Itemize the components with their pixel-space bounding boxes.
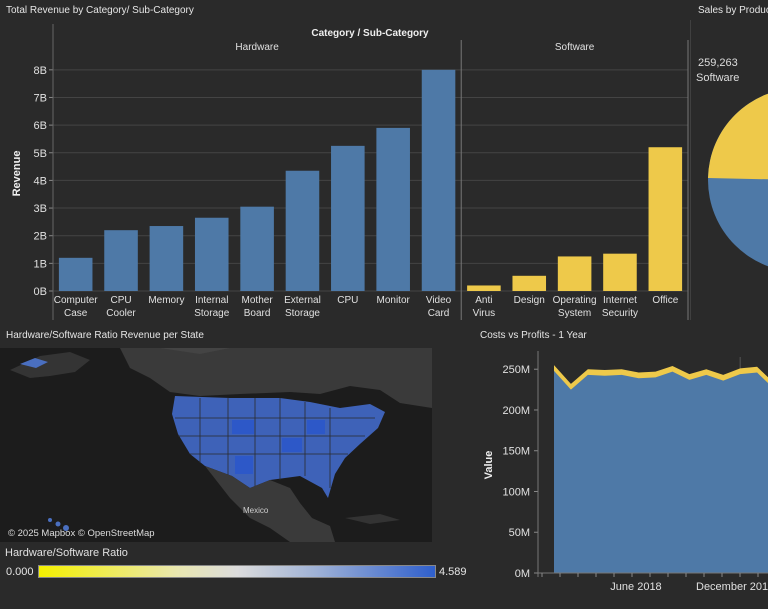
bar-category-label: Mother bbox=[242, 295, 274, 306]
bar-category-label: Internet bbox=[603, 295, 637, 306]
bar-y-tick-label: 5B bbox=[34, 148, 47, 160]
bar-group-header: Hardware bbox=[235, 42, 279, 53]
bar-category-label: CPU bbox=[110, 295, 131, 306]
bar-category-label: External bbox=[284, 295, 321, 306]
bar-chart-header: Category / Sub-Category bbox=[311, 28, 429, 39]
mexico-landmass bbox=[205, 466, 335, 542]
area-series-1[interactable] bbox=[554, 370, 768, 573]
state-borders bbox=[175, 398, 375, 488]
bar-software[interactable] bbox=[603, 253, 637, 291]
bar-category-label: Memory bbox=[148, 295, 184, 306]
bar-software[interactable] bbox=[557, 256, 592, 291]
hawaii-state[interactable] bbox=[48, 518, 69, 531]
area-x-tick-label: June 2018 bbox=[610, 581, 661, 593]
pie-chart-title: Sales by Product bbox=[698, 5, 768, 16]
map-legend-max: 4.589 bbox=[439, 566, 467, 578]
bar-category-label: Internal bbox=[195, 295, 228, 306]
map-svg: Mexico bbox=[0, 348, 432, 542]
bar-software[interactable] bbox=[512, 275, 547, 291]
bar-hardware[interactable] bbox=[149, 226, 184, 291]
bar-category-label: Design bbox=[514, 295, 545, 306]
sales-pie-chart[interactable]: 259,263 Software bbox=[690, 20, 768, 320]
bar-y-tick-label: 1B bbox=[34, 258, 47, 270]
pie-value-label: 259,263 bbox=[698, 57, 738, 69]
canada-landmass bbox=[120, 348, 432, 408]
map-legend-min: 0.000 bbox=[6, 566, 34, 578]
costs-profits-area-svg: 0M 50M 100M 150M 200M 250M Value June 2018 Decem… bbox=[483, 351, 768, 593]
bar-y-tick-label: 7B bbox=[34, 92, 47, 104]
bar-category-label: Card bbox=[428, 308, 450, 319]
bar-category-label: Case bbox=[64, 308, 88, 319]
alaska-landmass bbox=[10, 352, 90, 378]
bar-category-label: Security bbox=[602, 308, 638, 319]
bar-y-axis-label: Revenue bbox=[11, 151, 23, 197]
state-ratio-map[interactable]: Mexico bbox=[0, 348, 432, 542]
bar-hardware[interactable] bbox=[58, 257, 93, 291]
alaska-state[interactable] bbox=[20, 358, 48, 368]
bar-software[interactable] bbox=[648, 147, 683, 291]
area-chart-title: Costs vs Profits - 1 Year bbox=[480, 330, 587, 341]
bar-hardware[interactable] bbox=[194, 217, 229, 291]
bar-hardware[interactable] bbox=[421, 69, 456, 291]
bar-hardware[interactable] bbox=[331, 145, 365, 291]
area-y-tick-label: 100M bbox=[502, 486, 530, 498]
area-y-tick-label: 200M bbox=[502, 405, 530, 417]
bar-y-tick-label: 0B bbox=[34, 286, 47, 298]
map-legend-title: Hardware/Software Ratio bbox=[5, 547, 128, 559]
bar-category-label: System bbox=[558, 308, 591, 319]
bar-category-label: Storage bbox=[194, 308, 229, 319]
arctic-island bbox=[160, 348, 230, 354]
bar-hardware[interactable] bbox=[285, 170, 320, 291]
bar-category-label: Virus bbox=[473, 308, 496, 319]
bar-category-label: Cooler bbox=[106, 308, 136, 319]
pie-category-label: Software bbox=[696, 72, 740, 84]
area-y-tick-label: 0M bbox=[515, 568, 530, 580]
bar-chart-title: Total Revenue by Category/ Sub-Category bbox=[6, 5, 194, 16]
bar-y-tick-label: 8B bbox=[34, 65, 47, 77]
revenue-bar-chart-svg: Category / Sub-Category 0B 1B 2B 3B 4B 5B 6B 7B 8… bbox=[11, 24, 689, 320]
area-y-tick-label: 150M bbox=[502, 446, 530, 458]
bar-category-label: Anti bbox=[475, 295, 492, 306]
state-highlights bbox=[232, 420, 325, 474]
bar-category-label: Office bbox=[652, 295, 678, 306]
bar-y-tick-label: 4B bbox=[34, 175, 47, 187]
area-x-tick-label: December 2018 bbox=[696, 581, 768, 593]
bar-y-tick-label: 3B bbox=[34, 203, 47, 215]
bar-category-label: Operating bbox=[553, 295, 597, 306]
mexico-label: Mexico bbox=[243, 506, 269, 515]
bar-y-tick-label: 6B bbox=[34, 120, 47, 132]
bar-category-label: Computer bbox=[54, 295, 99, 306]
bar-category-label: Monitor bbox=[376, 295, 410, 306]
map-title: Hardware/Software Ratio Revenue per Stat… bbox=[6, 330, 204, 341]
caribbean-islands bbox=[345, 514, 400, 524]
bar-category-label: Storage bbox=[285, 308, 320, 319]
bar-group-header: Software bbox=[555, 42, 595, 53]
revenue-bar-chart[interactable]: Category / Sub-Category 0B 1B 2B 3B 4B 5B 6B 7B 8… bbox=[0, 20, 690, 320]
bar-category-label: Board bbox=[244, 308, 271, 319]
area-y-tick-label: 250M bbox=[502, 364, 530, 376]
bar-category-label: CPU bbox=[337, 295, 358, 306]
us-states[interactable] bbox=[172, 396, 385, 498]
bar-category-label: Video bbox=[426, 295, 452, 306]
bar-hardware[interactable] bbox=[240, 206, 274, 291]
pie-slice-software[interactable] bbox=[708, 88, 768, 180]
map-legend-gradient bbox=[38, 565, 436, 578]
bar-y-tick-label: 2B bbox=[34, 231, 47, 243]
area-y-tick-label: 50M bbox=[509, 527, 530, 539]
costs-profits-area-chart[interactable]: 0M 50M 100M 150M 200M 250M Value June 2018 Decem… bbox=[478, 345, 768, 604]
bar-hardware[interactable] bbox=[104, 230, 138, 291]
sales-pie-svg bbox=[690, 20, 768, 320]
bar-software[interactable] bbox=[467, 285, 501, 291]
area-y-axis-label: Value bbox=[483, 451, 495, 480]
bar-hardware[interactable] bbox=[376, 127, 410, 291]
map-attribution: © 2025 Mapbox © OpenStreetMap bbox=[8, 528, 155, 539]
